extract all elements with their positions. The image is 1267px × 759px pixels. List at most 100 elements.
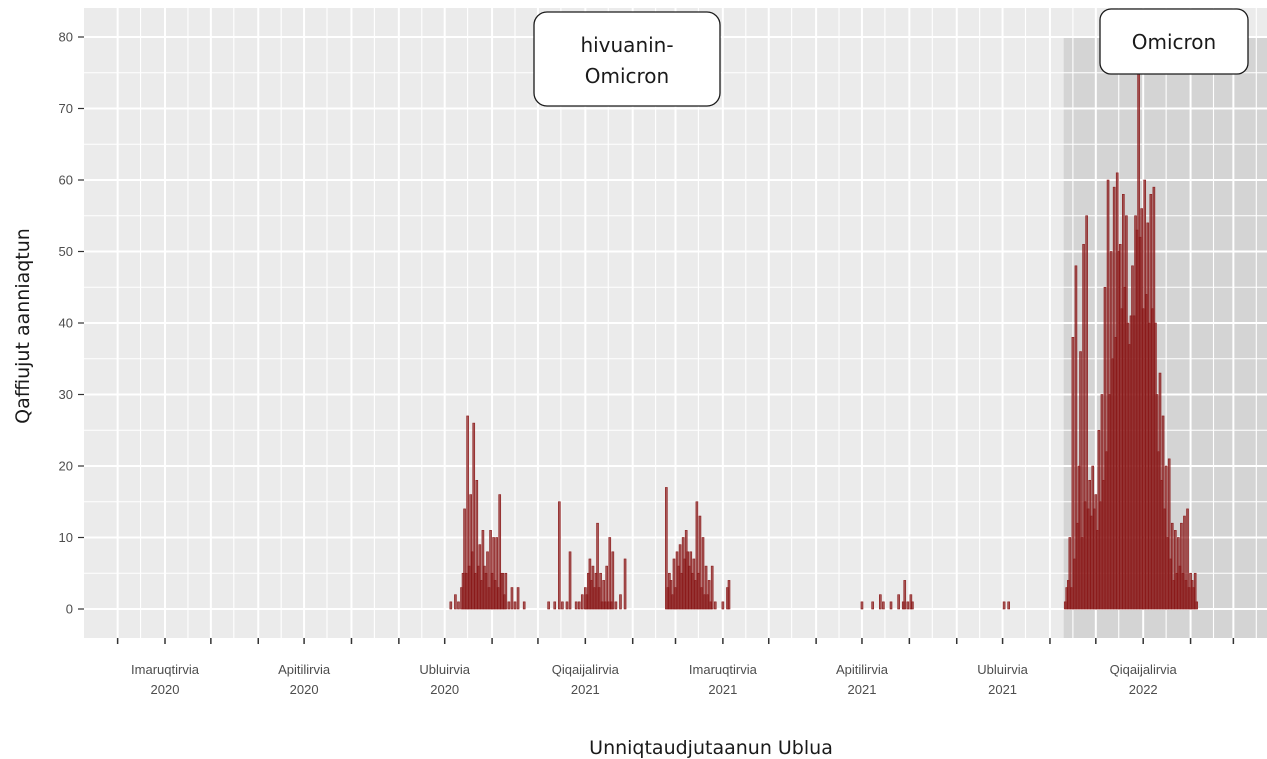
annotation-pre-omicron-line1: hivuanin- [580,33,673,57]
case-bar [710,565,714,610]
case-bar [1103,286,1107,610]
x-tick-label-month: Apitilirvia [278,662,331,677]
case-bar [903,580,907,610]
case-bar [906,601,910,610]
case-bar [558,501,561,610]
case-bar [889,601,893,610]
case-bar [478,544,482,610]
case-bar [492,537,495,610]
case-bar [565,601,569,610]
y-tick-label: 60 [59,173,73,188]
case-bar [466,415,469,610]
case-bar [472,422,476,610]
case-bar [553,601,557,610]
case-bar [1068,537,1072,610]
x-axis: Imaruqtirvia 2020 Apitilirvia 2020 Ubluirvia… [116,638,1235,697]
case-bar [1085,215,1088,610]
case-bar [1167,458,1171,610]
case-bar [1183,515,1186,610]
case-bar [1180,522,1183,610]
case-bar [486,551,489,610]
case-bar [501,572,505,610]
case-bar [495,537,498,610]
case-bar [504,572,508,610]
grid-lines [84,8,1267,638]
case-bar [516,587,520,610]
case-bar [860,601,864,610]
annotation-pre-omicron-box [533,11,721,107]
case-bar [1186,508,1189,610]
x-tick-label-month: Imaruqtirvia [131,662,200,677]
bars [449,72,1198,610]
case-bar [614,601,618,610]
case-bar [602,580,605,610]
case-bar [1079,351,1082,610]
case-bar [547,601,550,610]
case-bar [1170,522,1174,610]
case-bar [449,601,453,610]
case-bar [1071,336,1075,610]
case-bar [897,594,900,610]
case-bar [1173,530,1177,610]
case-bar [580,594,584,610]
case-bar [1002,601,1006,610]
x-tick-label-month: Ubluirvia [977,662,1028,677]
case-bar [882,601,885,610]
x-tick-label-year: 2022 [1129,682,1158,697]
y-tick-label: 70 [59,101,73,116]
case-bar [522,601,526,610]
annotation-omicron-box [1099,8,1249,75]
case-bar [1193,572,1197,610]
annotation-pre-omicron: hivuanin- Omicron [533,11,721,107]
case-bar [665,487,668,610]
case-bar [463,508,466,610]
x-tick-label-month: Qiqaijalirvia [552,662,620,677]
case-bar [623,558,627,610]
case-bar [457,601,460,610]
case-bar [698,515,702,610]
case-bar [599,572,602,610]
case-bar [611,551,615,610]
annotation-omicron: Omicron [1099,8,1249,75]
case-bar [475,479,479,610]
y-tick-label: 20 [59,459,73,474]
case-bar [879,594,882,610]
case-bar [608,537,612,610]
case-bar [701,537,705,610]
y-axis: 0 10 20 30 40 50 60 70 80 [59,30,84,617]
annotation-omicron-label: Omicron [1132,30,1216,54]
case-bar [513,601,517,610]
case-bar [713,601,717,610]
y-tick-label: 0 [66,602,73,617]
y-tick-label: 30 [59,387,73,402]
case-bar [721,601,725,610]
y-tick-label: 40 [59,316,73,331]
x-tick-label-year: 2020 [290,682,319,697]
case-bar [672,558,676,610]
case-bar [1007,601,1010,610]
case-bar [605,565,609,610]
case-bar [727,580,731,610]
case-bar [454,594,457,610]
y-tick-label: 10 [59,530,73,545]
case-bar [510,587,514,610]
y-axis-title: Qaffiujut aanniaqtun [12,228,34,424]
case-bar [577,601,581,610]
case-bar [498,494,502,610]
x-axis-title: Unniqtaudjutaanun Ublua [589,737,833,759]
case-bar [871,601,874,610]
x-tick-label-year: 2021 [708,682,737,697]
x-tick-label-month: Imaruqtirvia [689,662,758,677]
x-tick-label-month: Ubluirvia [419,662,470,677]
case-bar [574,601,578,610]
case-bar [1082,244,1085,610]
case-bar [561,601,564,610]
case-bar [507,601,511,610]
x-tick-label-year: 2021 [988,682,1017,697]
case-bar [619,594,622,610]
case-bar [1074,265,1078,610]
x-tick-label-year: 2021 [571,682,600,697]
x-tick-label-year: 2021 [848,682,877,697]
x-tick-label-year: 2020 [151,682,180,697]
